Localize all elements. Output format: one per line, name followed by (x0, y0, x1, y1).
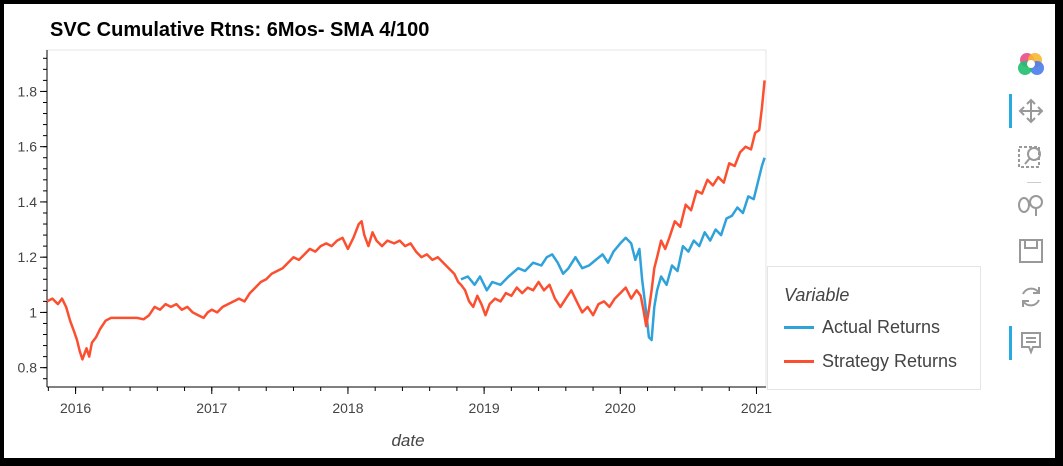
legend-swatch-actual-returns (784, 325, 814, 329)
legend: Variable Actual Returns Strategy Returns (767, 266, 981, 390)
series-layer (46, 80, 766, 361)
save-tool-icon[interactable] (1007, 234, 1055, 268)
series-line-actual-returns (460, 157, 766, 342)
chart-title: SVC Cumulative Rtns: 6Mos- SMA 4/100 (50, 19, 430, 41)
y-tick-label: 1.2 (18, 249, 38, 265)
y-tick-label: 1.8 (18, 83, 38, 99)
legend-label-actual-returns: Actual Returns (822, 316, 941, 337)
bokeh-logo-icon[interactable] (1007, 48, 1055, 82)
x-tick-label: 2019 (469, 400, 500, 416)
y-tick-label: 0.8 (18, 360, 38, 376)
x-tick-label: 2020 (605, 400, 636, 416)
x-tick-label: 2021 (741, 400, 772, 416)
x-tick-label: 2017 (196, 400, 227, 416)
x-axis-label: date (391, 431, 424, 450)
box-zoom-tool-icon[interactable] (1007, 140, 1055, 174)
legend-item-actual-returns[interactable]: Actual Returns (784, 315, 940, 339)
y-tick-label: 1 (29, 304, 37, 320)
chart-area[interactable]: 0.8 1 1.2 1.4 1.6 1.8 2016 2017 2018 2019 2020 202… (4, 4, 1055, 458)
pan-tool-icon[interactable] (1007, 94, 1055, 128)
x-tick-label: 2016 (60, 400, 91, 416)
legend-title: Variable (784, 285, 850, 305)
series-line-strategy-returns (46, 80, 766, 361)
legend-item-strategy-returns[interactable]: Strategy Returns (784, 349, 957, 373)
wheel-zoom-tool-icon[interactable] (1007, 188, 1055, 222)
plot-canvas: 0.8 1 1.2 1.4 1.6 1.8 2016 2017 2018 2019 2020 202… (4, 4, 1055, 458)
y-tick-label: 1.6 (18, 139, 38, 155)
x-tick-label: 2018 (332, 400, 363, 416)
reset-tool-icon[interactable] (1007, 280, 1055, 314)
y-axis: 0.8 1 1.2 1.4 1.6 1.8 (18, 50, 48, 387)
plot-toolbar (1007, 48, 1055, 368)
x-axis: 2016 2017 2018 2019 2020 2021 (47, 386, 772, 416)
legend-label-strategy-returns: Strategy Returns (822, 350, 958, 371)
hover-tool-icon[interactable] (1007, 326, 1055, 360)
y-tick-label: 1.4 (18, 194, 38, 210)
legend-swatch-strategy-returns (784, 359, 814, 363)
